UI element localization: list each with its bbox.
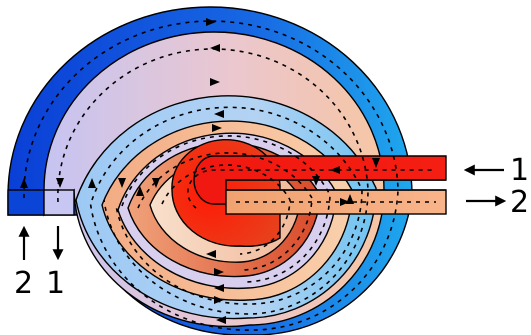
arrowhead (212, 124, 222, 132)
arrowhead (330, 166, 340, 174)
arrowhead (216, 316, 226, 324)
flow-path-3 (91, 106, 363, 305)
flow-path-core (187, 169, 436, 209)
arrowhead (20, 178, 28, 188)
arrowhead (118, 178, 126, 188)
arrowhead (214, 296, 224, 304)
arrowhead (210, 78, 220, 86)
arrowhead (206, 250, 216, 258)
arrowhead (312, 176, 320, 186)
flow-path-2 (57, 48, 369, 315)
arrowhead (152, 178, 160, 188)
flow-arrowheads (20, 18, 380, 324)
flow-paths (23, 20, 436, 331)
channel-divider (226, 179, 446, 191)
port-label-right-out: 2 (510, 185, 529, 220)
leg-outer (7, 189, 45, 216)
arrowhead (88, 178, 96, 188)
io-arrows (18, 164, 507, 261)
arrowhead (206, 18, 216, 26)
arrowhead (136, 186, 144, 196)
flow-path-outer (23, 20, 399, 331)
arrowhead (214, 268, 224, 276)
port-label-bottom-out: 1 (46, 266, 65, 301)
arrowhead (210, 44, 220, 52)
flow-path-4 (121, 135, 331, 283)
flow-path-6 (161, 164, 291, 255)
port-label-right-in: 1 (510, 153, 529, 188)
arrowhead (372, 158, 380, 168)
flow-path-5 (137, 152, 313, 271)
leg-inner (43, 189, 75, 216)
arrowhead (340, 198, 350, 206)
port-label-bottom-in: 2 (14, 266, 33, 301)
arrowhead (214, 110, 224, 118)
inlet-legs (7, 189, 75, 216)
arrowhead (214, 284, 224, 292)
arrowhead (56, 178, 64, 188)
